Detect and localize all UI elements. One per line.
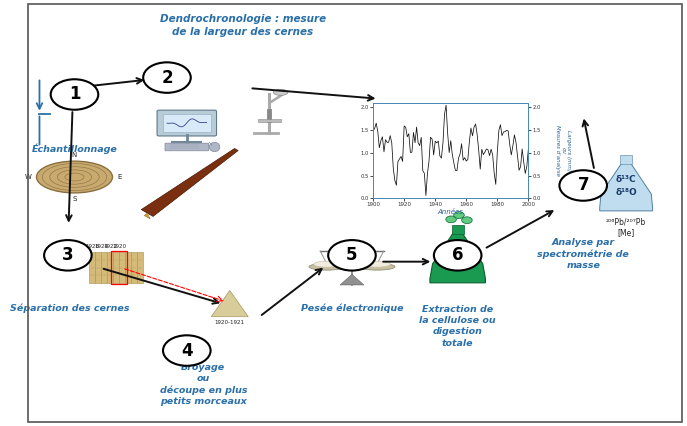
Polygon shape [340, 274, 364, 285]
Text: 1: 1 [69, 86, 80, 104]
Polygon shape [600, 156, 653, 211]
Text: Pesée électronique: Pesée électronique [301, 304, 403, 314]
Ellipse shape [210, 142, 220, 152]
FancyBboxPatch shape [107, 252, 113, 283]
FancyBboxPatch shape [163, 114, 211, 132]
Text: 2: 2 [161, 69, 173, 86]
FancyBboxPatch shape [119, 252, 125, 283]
FancyBboxPatch shape [620, 155, 632, 164]
Ellipse shape [314, 261, 340, 267]
Text: 3: 3 [62, 246, 74, 264]
FancyBboxPatch shape [137, 252, 142, 283]
Polygon shape [142, 149, 238, 216]
Text: 1922: 1922 [104, 244, 118, 249]
FancyBboxPatch shape [95, 252, 101, 283]
Ellipse shape [364, 261, 390, 267]
Ellipse shape [309, 263, 345, 270]
Text: 4: 4 [181, 342, 192, 360]
Text: 1926: 1926 [85, 244, 100, 249]
Text: 5: 5 [346, 246, 358, 264]
Circle shape [51, 79, 98, 110]
FancyBboxPatch shape [452, 225, 464, 234]
Text: W: W [25, 174, 32, 180]
FancyBboxPatch shape [89, 252, 95, 283]
Circle shape [462, 217, 472, 224]
Text: ²⁰⁶Pb/²⁰⁷Pb
[Me]: ²⁰⁶Pb/²⁰⁷Pb [Me] [606, 217, 646, 237]
Text: Séparation des cernes: Séparation des cernes [10, 304, 130, 314]
Text: E: E [117, 174, 122, 180]
Circle shape [434, 240, 482, 271]
FancyBboxPatch shape [101, 252, 107, 283]
Circle shape [163, 335, 211, 366]
Text: Analyse par
spectrométrie de
masse: Analyse par spectrométrie de masse [537, 239, 629, 270]
Circle shape [44, 240, 91, 271]
FancyBboxPatch shape [113, 252, 119, 283]
Text: δ¹⁸O: δ¹⁸O [616, 187, 637, 197]
Text: 1920: 1920 [113, 244, 126, 249]
Ellipse shape [359, 263, 395, 270]
Text: Extraction de
la cellulose ou
digestion
totale: Extraction de la cellulose ou digestion … [419, 305, 496, 348]
Text: Broyage
ou
découpe en plus
petits morceaux: Broyage ou découpe en plus petits morcea… [159, 363, 247, 406]
Text: Échantillonnage: Échantillonnage [32, 143, 117, 154]
Text: 1920-1921: 1920-1921 [215, 320, 245, 325]
Text: 6: 6 [452, 246, 464, 264]
Ellipse shape [273, 89, 288, 95]
Circle shape [143, 62, 191, 93]
FancyBboxPatch shape [165, 143, 209, 151]
Text: 7: 7 [577, 176, 589, 195]
Text: 1924: 1924 [94, 244, 108, 249]
Text: Dendrochronologie : mesure
de la largeur des cernes: Dendrochronologie : mesure de la largeur… [160, 14, 326, 37]
Y-axis label: Largeurs (mm)
ou
Mesures d'analyse: Largeurs (mm) ou Mesures d'analyse [555, 125, 572, 176]
FancyBboxPatch shape [157, 110, 216, 136]
FancyBboxPatch shape [258, 118, 280, 122]
Circle shape [453, 212, 464, 219]
FancyBboxPatch shape [125, 252, 131, 283]
Circle shape [328, 240, 376, 271]
Ellipse shape [36, 161, 113, 193]
Polygon shape [211, 291, 248, 317]
Polygon shape [430, 226, 486, 283]
Polygon shape [144, 213, 150, 219]
Circle shape [559, 170, 607, 201]
FancyBboxPatch shape [131, 252, 137, 283]
Circle shape [446, 216, 456, 223]
Text: S: S [72, 196, 77, 202]
Text: δ¹³C: δ¹³C [616, 175, 636, 184]
Text: N: N [72, 152, 77, 158]
